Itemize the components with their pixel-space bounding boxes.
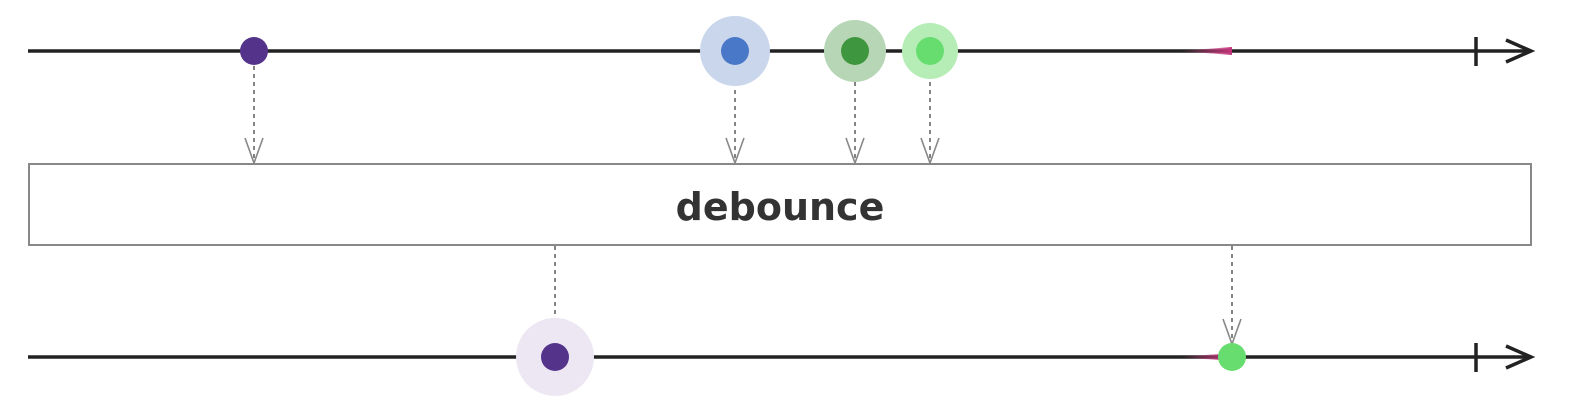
source-arrowhead-icon (1505, 38, 1536, 64)
source-tail-marker (1178, 47, 1232, 55)
operator-box-frame (28, 163, 1532, 246)
source-purple-marble (240, 37, 268, 65)
result-emission-arrow (1222, 246, 1242, 347)
source-timeline (28, 16, 1536, 166)
operator-label: debounce (676, 185, 885, 229)
source-light-green-marble (902, 23, 958, 79)
result-light-green-marble (1218, 343, 1246, 371)
source-emission-arrow (920, 66, 940, 166)
result-purple-marble (516, 318, 594, 396)
result-arrowhead-icon (1505, 344, 1536, 370)
source-dark-green-marble (824, 20, 886, 82)
source-blue-marble (700, 16, 770, 86)
result-timeline (28, 246, 1536, 396)
source-emission-arrow (244, 66, 264, 166)
operator-box: debounce (28, 163, 1532, 246)
